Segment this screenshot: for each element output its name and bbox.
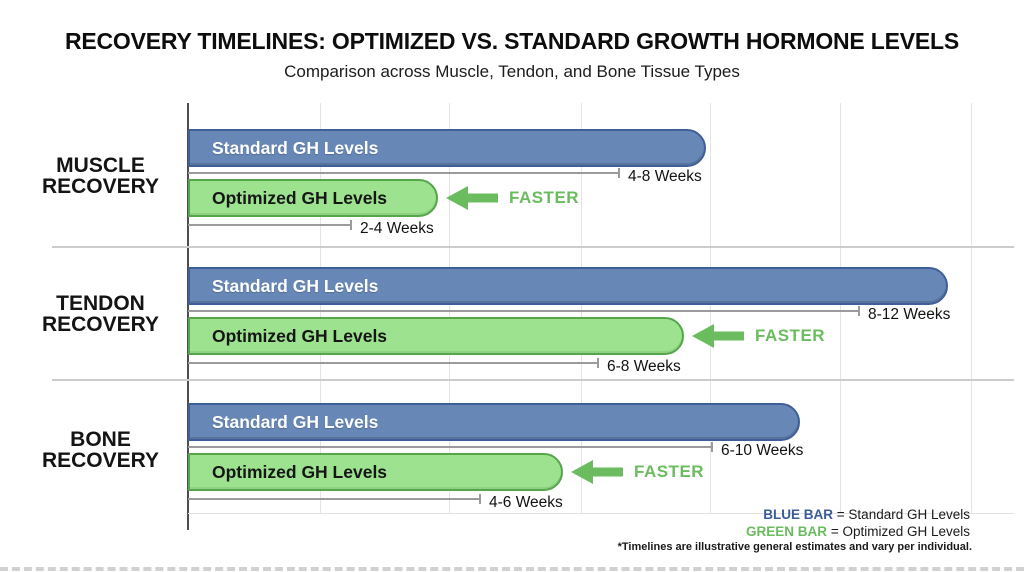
- standard-bar-label: Standard GH Levels: [212, 137, 379, 158]
- left-arrow-icon: [446, 186, 498, 210]
- page-title: RECOVERY TIMELINES: OPTIMIZED VS. STANDA…: [64, 28, 960, 54]
- legend-line-blue: BLUE BAR = Standard GH Levels: [746, 506, 970, 523]
- y-axis-line: [187, 103, 189, 530]
- optimized-gh-bar: Optimized GH Levels: [188, 317, 684, 355]
- section-divider: [52, 246, 1014, 248]
- gridline: [320, 103, 321, 513]
- category-line2: RECOVERY: [41, 449, 160, 472]
- optimized-gh-bar: Optimized GH Levels: [188, 453, 563, 491]
- optimized-range-label: 4-6 Weeks: [489, 494, 563, 511]
- standard-bar-label: Standard GH Levels: [212, 275, 379, 296]
- standard-range-label: 6-10 Weeks: [721, 442, 804, 459]
- category-line2: RECOVERY: [41, 313, 160, 336]
- optimized-range-bracket: [188, 494, 481, 504]
- standard-range-label: 4-8 Weeks: [628, 168, 702, 185]
- gridline: [581, 103, 582, 513]
- category-line1: BONE: [70, 428, 131, 451]
- category-label-bone: BONE RECOVERY: [18, 429, 183, 471]
- standard-range-bracket: [188, 168, 620, 178]
- optimized-bar-label: Optimized GH Levels: [212, 461, 388, 482]
- faster-label: FASTER: [509, 188, 580, 207]
- optimized-range-label: 2-4 Weeks: [360, 220, 434, 237]
- gridline: [710, 103, 711, 513]
- section-bone-recovery: BONE RECOVERY Standard GH Levels 6-10 We…: [0, 403, 1024, 521]
- footnote: *Timelines are illustrative general esti…: [617, 541, 972, 553]
- legend-blue-def: = Standard GH Levels: [833, 507, 970, 522]
- bottom-dashed-line: [0, 567, 1024, 571]
- faster-label: FASTER: [634, 462, 705, 481]
- section-muscle-recovery: MUSCLE RECOVERY Standard GH Levels 4-8 W…: [0, 129, 1024, 247]
- faster-annotation: FASTER: [571, 458, 704, 486]
- optimized-bar-label: Optimized GH Levels: [212, 187, 388, 208]
- section-divider: [52, 379, 1014, 381]
- legend-green-def: = Optimized GH Levels: [827, 524, 970, 539]
- faster-annotation: FASTER: [446, 184, 579, 212]
- category-line1: TENDON: [56, 292, 145, 315]
- optimized-bar-label: Optimized GH Levels: [212, 325, 388, 346]
- optimized-range-bracket: [188, 358, 599, 368]
- optimized-range-bracket: [188, 220, 352, 230]
- category-label-muscle: MUSCLE RECOVERY: [18, 155, 183, 197]
- section-tendon-recovery: TENDON RECOVERY Standard GH Levels 8-12 …: [0, 267, 1024, 385]
- gridline: [840, 103, 841, 513]
- standard-gh-bar: Standard GH Levels: [188, 129, 706, 167]
- optimized-range-label: 6-8 Weeks: [607, 358, 681, 375]
- legend: BLUE BAR = Standard GH Levels GREEN BAR …: [746, 506, 970, 540]
- faster-label: FASTER: [755, 326, 826, 345]
- faster-annotation: FASTER: [692, 322, 825, 350]
- standard-gh-bar: Standard GH Levels: [188, 267, 948, 305]
- standard-range-bracket: [188, 442, 713, 452]
- category-line2: RECOVERY: [41, 175, 160, 198]
- standard-range-label: 8-12 Weeks: [868, 306, 951, 323]
- legend-line-green: GREEN BAR = Optimized GH Levels: [746, 523, 970, 540]
- left-arrow-icon: [692, 324, 744, 348]
- plot-baseline: [188, 513, 1014, 514]
- standard-range-bracket: [188, 306, 860, 316]
- page-subtitle: Comparison across Muscle, Tendon, and Bo…: [284, 62, 740, 81]
- standard-bar-label: Standard GH Levels: [212, 411, 379, 432]
- category-line1: MUSCLE: [56, 154, 145, 177]
- legend-green-term: GREEN BAR: [746, 524, 828, 539]
- gridline: [971, 103, 972, 513]
- gridline: [449, 103, 450, 513]
- category-label-tendon: TENDON RECOVERY: [18, 293, 183, 335]
- optimized-gh-bar: Optimized GH Levels: [188, 179, 438, 217]
- legend-blue-term: BLUE BAR: [763, 507, 834, 522]
- standard-gh-bar: Standard GH Levels: [188, 403, 800, 441]
- left-arrow-icon: [571, 460, 623, 484]
